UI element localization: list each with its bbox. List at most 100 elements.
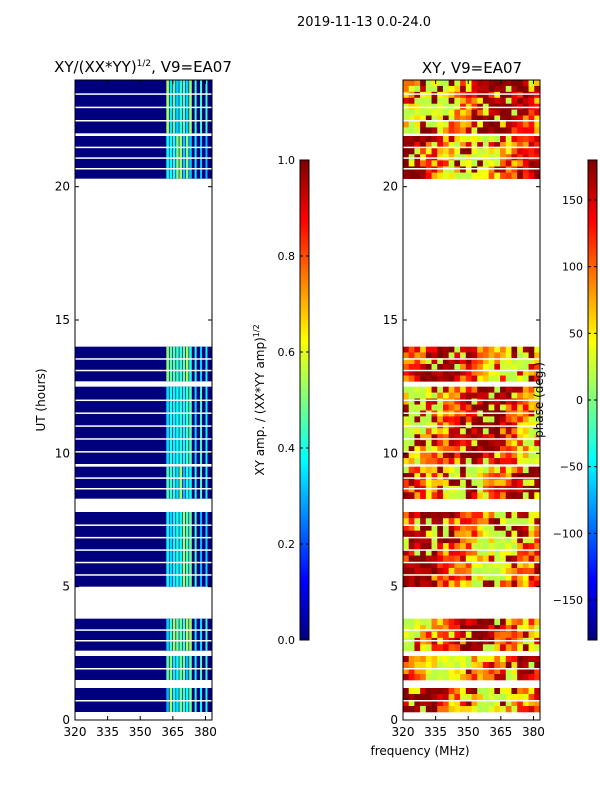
heatmap-cell bbox=[522, 160, 529, 167]
heatmap-cell bbox=[488, 662, 495, 669]
heatmap-cell bbox=[414, 352, 421, 359]
heatmap-cell bbox=[460, 530, 467, 538]
heatmap-cell bbox=[482, 492, 489, 499]
heatmap-cell bbox=[420, 364, 427, 371]
heatmap-cell bbox=[403, 85, 410, 93]
heatmap-cell bbox=[500, 364, 507, 371]
heatmap-cell bbox=[494, 386, 501, 393]
heatmap-cell bbox=[448, 580, 455, 587]
heatmap-cell bbox=[403, 700, 410, 707]
heatmap-cell bbox=[420, 561, 427, 569]
heatmap-cell bbox=[500, 97, 507, 105]
heatmap-cell bbox=[442, 524, 449, 531]
heatmap-cell bbox=[477, 568, 484, 575]
heatmap-cell bbox=[420, 97, 427, 105]
heatmap-cell bbox=[420, 358, 427, 365]
heatmap-cell bbox=[488, 369, 495, 376]
heatmap-cell bbox=[482, 536, 489, 544]
heatmap-cell bbox=[425, 700, 432, 707]
heatmap-cell bbox=[488, 97, 495, 105]
heatmap-cell bbox=[488, 631, 495, 639]
heatmap-cell bbox=[437, 121, 444, 128]
heatmap-cell bbox=[471, 440, 478, 447]
heatmap-cell bbox=[500, 580, 507, 587]
heatmap-cell bbox=[500, 375, 507, 382]
heatmap-cell bbox=[477, 656, 484, 663]
heatmap-cell bbox=[494, 549, 501, 556]
heatmap-cell bbox=[460, 115, 467, 122]
heatmap-cell bbox=[522, 524, 529, 531]
heatmap-cell bbox=[414, 631, 421, 639]
heatmap-cell bbox=[454, 434, 461, 441]
heatmap-cell bbox=[465, 479, 472, 487]
heatmap-cell bbox=[403, 574, 410, 581]
heatmap-cell bbox=[431, 530, 438, 538]
heatmap-cell bbox=[414, 618, 421, 626]
heatmap-cell bbox=[505, 662, 512, 669]
heatmap-cell bbox=[454, 121, 461, 128]
heatmap-cell bbox=[477, 352, 484, 359]
heatmap-cell bbox=[534, 97, 541, 105]
heatmap-cell bbox=[494, 618, 501, 626]
heatmap-cell bbox=[477, 398, 484, 405]
heatmap-cell bbox=[431, 543, 438, 550]
heatmap-cell bbox=[517, 398, 524, 405]
heatmap-cell bbox=[454, 473, 461, 480]
heatmap-cell bbox=[511, 644, 518, 651]
heatmap-cell bbox=[528, 536, 535, 544]
heatmap-cell bbox=[442, 561, 449, 569]
heatmap-cell bbox=[482, 694, 489, 701]
heatmap-cell bbox=[522, 97, 529, 105]
heatmap-cell bbox=[425, 662, 432, 669]
heatmap-cell bbox=[471, 561, 478, 569]
heatmap-cell bbox=[442, 458, 449, 465]
heatmap-cell bbox=[200, 346, 203, 382]
flagged-row bbox=[403, 524, 540, 526]
heatmap-cell bbox=[408, 458, 415, 465]
heatmap-cell bbox=[414, 479, 421, 487]
heatmap-cell bbox=[471, 375, 478, 382]
heatmap-cell bbox=[505, 352, 512, 359]
heatmap-cell bbox=[403, 115, 410, 122]
left-title-exp: 1/2 bbox=[137, 59, 151, 69]
heatmap-cell bbox=[528, 644, 535, 651]
heatmap-cell bbox=[528, 136, 535, 143]
heatmap-cell bbox=[448, 530, 455, 538]
heatmap-cell bbox=[403, 172, 410, 179]
heatmap-cell bbox=[511, 121, 518, 128]
heatmap-cell bbox=[431, 136, 438, 143]
heatmap-cell bbox=[425, 452, 432, 459]
heatmap-cell bbox=[517, 346, 524, 353]
heatmap-cell bbox=[420, 625, 427, 632]
heatmap-cell bbox=[448, 656, 455, 663]
heatmap-cell bbox=[425, 694, 432, 701]
heatmap-cell bbox=[517, 91, 524, 99]
heatmap-cell bbox=[505, 543, 512, 550]
heatmap-cell bbox=[431, 625, 438, 632]
heatmap-cell bbox=[494, 352, 501, 359]
heatmap-cell bbox=[425, 115, 432, 122]
heatmap-cell bbox=[465, 561, 472, 569]
heatmap-cell bbox=[488, 85, 495, 93]
heatmap-cell bbox=[482, 674, 489, 681]
heatmap-cell bbox=[465, 688, 472, 695]
heatmap-cell bbox=[500, 80, 507, 87]
heatmap-cell bbox=[494, 172, 501, 179]
heatmap-cell bbox=[505, 580, 512, 587]
heatmap-cell bbox=[505, 392, 512, 399]
heatmap-cell bbox=[414, 148, 421, 155]
heatmap-cell bbox=[403, 434, 410, 441]
heatmap-cell bbox=[517, 644, 524, 651]
heatmap-cell bbox=[414, 160, 421, 167]
flagged-row bbox=[403, 488, 540, 490]
flagged-row bbox=[75, 549, 212, 551]
heatmap-cell bbox=[522, 568, 529, 575]
heatmap-cell bbox=[442, 115, 449, 122]
heatmap-cell bbox=[471, 656, 478, 663]
heatmap-cell bbox=[442, 452, 449, 459]
heatmap-cell bbox=[471, 473, 478, 480]
x-tick-label: 335 bbox=[424, 725, 447, 739]
heatmap-cell bbox=[488, 466, 495, 474]
heatmap-cell bbox=[488, 352, 495, 359]
heatmap-cell bbox=[460, 512, 467, 519]
